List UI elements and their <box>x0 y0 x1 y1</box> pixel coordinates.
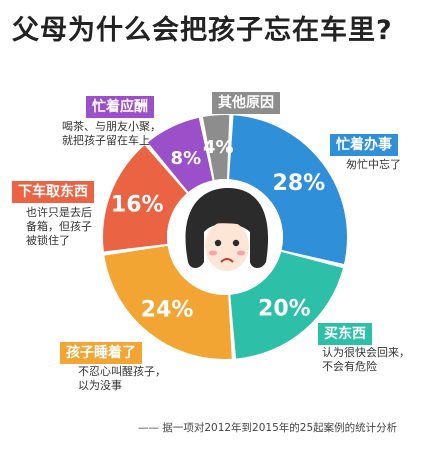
category-label-2: 买东西 <box>318 323 372 345</box>
category-note-3: 不忍心叫醒孩子， 以为没事 <box>78 365 166 392</box>
category-note-1: 匆忙中忘了 <box>346 158 401 171</box>
center-face-icon <box>167 179 283 295</box>
slice-value-label-4: 16% <box>111 192 164 217</box>
slice-value-label-2: 20% <box>258 296 311 321</box>
category-note-2: 认为很快会回来， 不会有危险 <box>322 346 410 373</box>
category-label-5: 忙着应酬 <box>86 96 154 118</box>
category-note-5: 喝茶、与朋友小聚， 就把孩子留在车上 <box>62 120 161 147</box>
slice-value-label-5: 8% <box>171 148 202 169</box>
slice-4 <box>103 145 187 252</box>
category-label-6: 其他原因 <box>212 92 280 114</box>
category-note-4: 也许只是去后 备箱，但孩子 被锁住了 <box>26 206 92 247</box>
slice-value-label-1: 28% <box>273 171 326 196</box>
category-label-3: 孩子睡着了 <box>60 342 142 364</box>
slice-value-label-6: 4% <box>203 137 234 158</box>
slice-2 <box>230 251 343 359</box>
slice-value-label-3: 24% <box>141 297 194 322</box>
category-label-1: 忙着办事 <box>330 134 398 156</box>
chart-title: 父母为什么会把孩子忘在车里? <box>12 15 393 46</box>
slice-5 <box>147 117 213 193</box>
footnote: —— 据一项对2012年到2015年的25起案例的统计分析 <box>138 422 398 434</box>
slice-1 <box>229 115 347 265</box>
slice-6 <box>202 115 230 180</box>
category-label-4: 下车取东西 <box>12 181 94 203</box>
slice-3 <box>104 245 232 359</box>
